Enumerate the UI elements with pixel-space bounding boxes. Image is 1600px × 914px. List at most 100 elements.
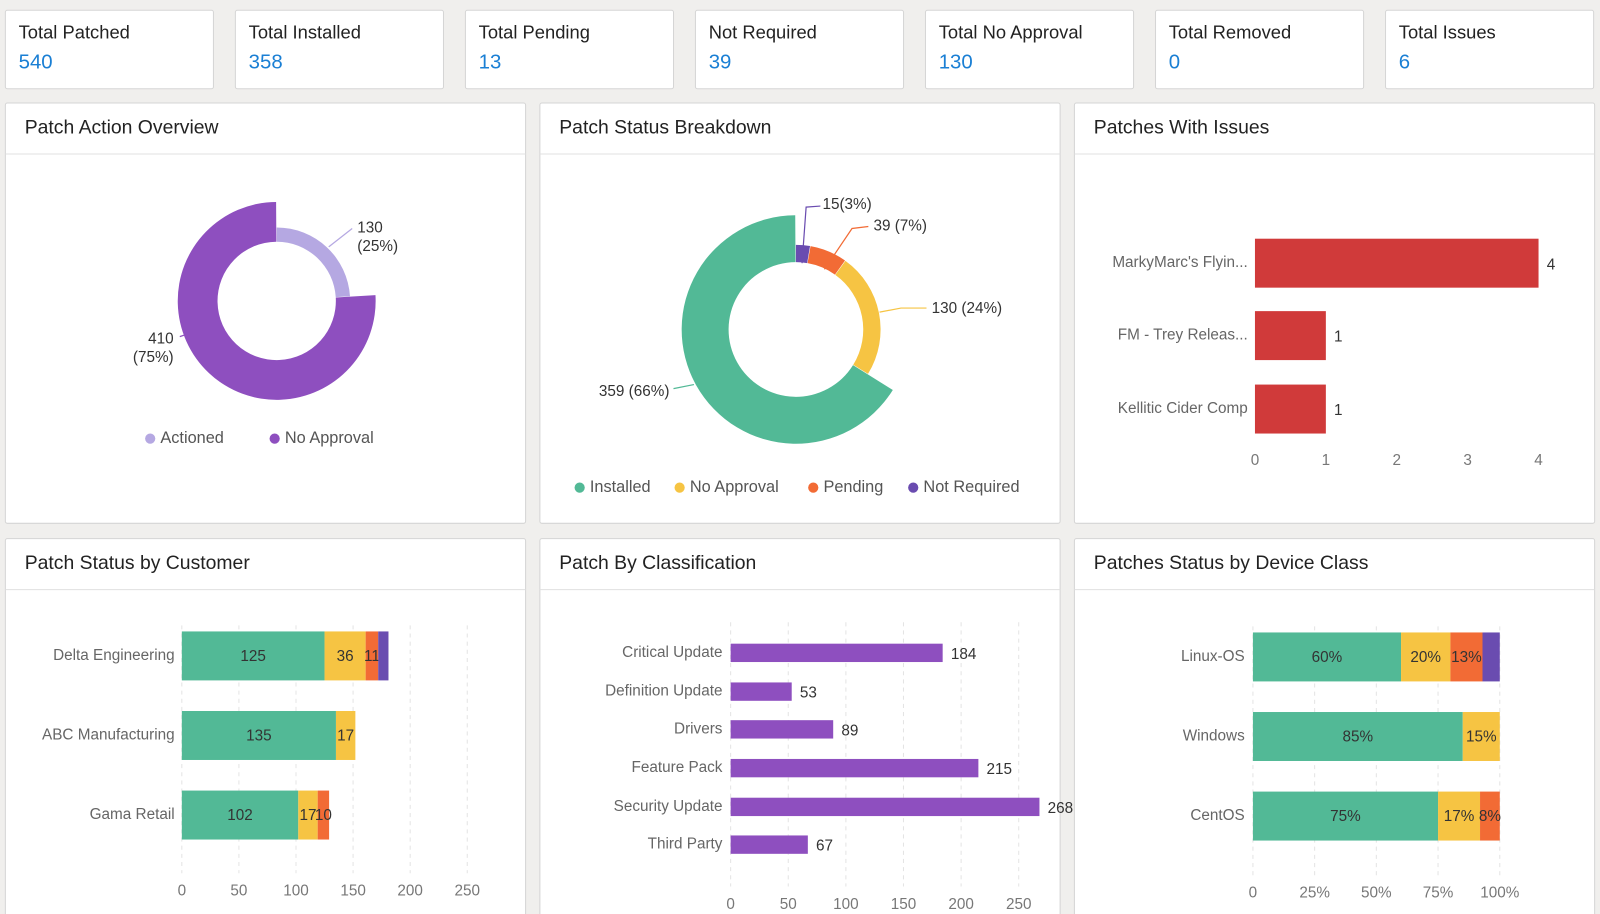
data-label: 85% [1343,729,1374,746]
bar [730,720,834,739]
donut-segment [276,227,350,298]
category-label: Delta Engineering [53,647,175,664]
legend-marker [574,482,585,493]
bar-segment [335,711,356,760]
bar-segment [181,631,325,681]
data-label: 15% [1466,729,1497,746]
data-label: 102 [227,807,253,824]
category-label: MarkyMarc's Flyin... [1112,254,1248,271]
bar-segment [1480,791,1500,841]
legend-label: Installed [590,478,651,496]
data-label: 1 [1334,402,1343,419]
bar [730,835,808,854]
legend-label: Actioned [160,429,223,447]
bar [730,643,943,663]
kpi-card [1385,9,1595,90]
legend-marker [145,433,156,444]
panel-title: Patches Status by Device Class [1094,552,1369,574]
legend-marker [269,433,280,444]
kpi-card [694,9,905,90]
bar-segment [317,790,330,840]
x-tick-label: 75% [1423,885,1454,902]
data-label: 17 [337,728,354,745]
data-label: 410 [148,331,174,348]
category-label: Definition Update [605,683,722,700]
leader-line [179,334,187,338]
x-tick-label: 50% [1361,885,1392,902]
donut-segment [177,201,376,400]
category-label: Third Party [648,836,723,853]
category-label: Critical Update [622,644,722,661]
kpi-value: 39 [709,52,732,74]
x-tick-label: 0 [1249,885,1258,902]
bar [730,682,792,701]
x-tick-label: 0 [1251,452,1260,469]
x-tick-label: 100 [833,896,859,913]
data-label: 89 [841,722,858,739]
data-label: 60% [1312,649,1343,666]
data-label: 215 [987,761,1013,778]
x-tick-label: 200 [948,896,974,913]
category-label: Gama Retail [90,806,175,823]
donut-segment [835,260,881,374]
data-label: 125 [240,648,266,665]
leader-line [823,225,869,270]
x-tick-label: 150 [340,883,366,900]
data-label-percent: (75%) [133,349,174,366]
bar [730,797,1040,817]
data-label: 130 [357,220,383,237]
category-label: Feature Pack [631,759,722,776]
category-label: Drivers [674,720,723,737]
panel-title: Patch Status Breakdown [559,117,771,139]
x-tick-label: 25% [1299,885,1330,902]
data-label: 130 (24%) [932,300,1003,317]
category-label: CentOS [1190,807,1244,824]
x-tick-label: 150 [891,896,917,913]
kpi-label: Total Patched [19,22,130,43]
bar-segment [365,631,379,681]
kpi-label: Total Issues [1399,22,1496,43]
data-label: 20% [1410,649,1441,666]
kpi-card [1154,9,1365,90]
kpi-value: 6 [1399,52,1410,74]
data-label: 359 (66%) [599,383,670,400]
legend-marker [908,482,919,493]
kpi-card [4,9,214,90]
x-tick-label: 2 [1392,452,1401,469]
category-label: FM - Trey Releas... [1118,327,1248,344]
bar-segment [378,631,389,681]
data-label: 11 [364,648,380,665]
category-label: Kellitic Cider Comp [1118,400,1248,417]
data-label-percent: (25%) [357,238,398,255]
panel [1073,102,1596,524]
bar [1254,311,1326,361]
legend-marker [808,482,819,493]
leader-line [879,307,927,313]
kpi-label: Total Installed [249,22,361,43]
kpi-value: 358 [249,52,283,74]
kpi-label: Not Required [709,22,817,43]
data-label: 10 [315,807,332,824]
kpi-card [464,9,675,90]
kpi-label: Total Removed [1169,22,1291,43]
panel-title: Patches With Issues [1094,117,1270,139]
category-label: ABC Manufacturing [42,727,175,744]
kpi-card [924,9,1135,90]
kpi-card [234,9,444,90]
bar-segment [1252,712,1463,761]
legend-label: No Approval [690,478,779,496]
x-tick-label: 200 [397,883,423,900]
donut-segment [807,246,846,275]
bar-segment [324,631,366,681]
category-label: Security Update [614,798,723,815]
panel [539,102,1061,524]
data-label: 268 [1048,800,1074,817]
data-label: 1 [1334,329,1343,346]
bar [730,758,979,778]
x-tick-label: 250 [1006,896,1032,913]
data-label: 135 [246,728,272,745]
panel-title: Patch By Classification [559,552,756,574]
x-tick-label: 50 [780,896,797,913]
bar [1254,238,1539,288]
